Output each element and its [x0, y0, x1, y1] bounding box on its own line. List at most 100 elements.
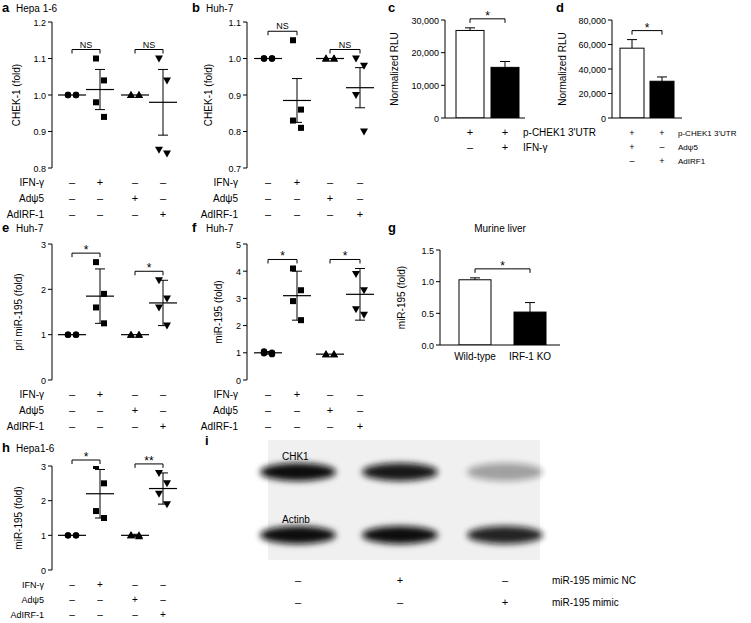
y-tick-label: 1.1	[228, 18, 241, 28]
condition-sign: –	[295, 596, 302, 608]
y-tick-label: 2	[41, 496, 46, 506]
y-tick-label: 0	[236, 376, 241, 386]
data-point	[155, 491, 163, 498]
y-tick-label: 80,000	[578, 16, 606, 26]
band	[362, 463, 438, 481]
y-tick	[48, 334, 52, 335]
band	[260, 526, 336, 544]
plot-area	[459, 278, 546, 345]
condition-sign: –	[629, 156, 634, 166]
y-tick-label: 0	[601, 114, 606, 124]
error-cap	[465, 27, 475, 28]
condition-sign: –	[160, 594, 166, 605]
error-bar	[158, 280, 168, 325]
condition-sign: –	[265, 192, 272, 204]
error-cap	[292, 122, 302, 123]
condition-sign: –	[294, 404, 301, 416]
y-tick	[48, 22, 52, 23]
condition-label: AdIRF-1	[201, 209, 239, 220]
band-label: Actinb	[282, 514, 310, 525]
condition-label: IFN-γ	[523, 142, 547, 153]
condition-label: p-CHEK1 3'UTR	[678, 129, 737, 138]
y-axis-label: CHEK-1 (fold)	[203, 64, 214, 126]
condition-sign: +	[132, 192, 138, 204]
y-axis-label: Normalized RLU	[389, 32, 400, 105]
y-axis-label: CHEK-1 (fold)	[11, 64, 22, 126]
y-tick-label: 0	[434, 114, 439, 124]
data-point	[290, 298, 296, 304]
comparison-bracket	[72, 50, 100, 54]
data-point	[101, 114, 107, 120]
y-tick	[441, 118, 445, 119]
band	[467, 463, 543, 481]
condition-sign: –	[357, 176, 364, 188]
significance-label: *	[500, 259, 505, 273]
condition-sign: –	[97, 208, 104, 220]
data-point	[93, 99, 99, 105]
condition-sign: –	[69, 609, 75, 620]
condition-sign: +	[132, 594, 138, 605]
category-label: IRF-1 KO	[509, 351, 551, 362]
band-label: CHK1	[282, 451, 309, 462]
y-tick	[436, 281, 440, 282]
error-cap	[95, 268, 105, 269]
condition-label: AdIRF-1	[7, 421, 45, 432]
panel-title: Hepa 1-6	[16, 3, 58, 14]
y-tick	[48, 58, 52, 59]
condition-label: IFN-γ	[214, 177, 238, 188]
y-tick	[436, 250, 440, 251]
mean-line	[58, 535, 86, 536]
error-cap	[263, 351, 273, 352]
condition-sign: +	[97, 176, 103, 188]
error-cap	[292, 78, 302, 79]
error-stem	[297, 79, 298, 123]
condition-sign: –	[132, 208, 139, 220]
error-cap	[627, 39, 637, 40]
bar	[491, 67, 519, 118]
y-tick	[48, 466, 52, 467]
error-cap	[525, 302, 535, 303]
y-tick-label: 0.9	[33, 127, 46, 137]
condition-label: Adψ5	[213, 405, 238, 416]
condition-label: AdIRF-1	[7, 209, 45, 220]
error-cap	[500, 61, 510, 62]
y-tick	[48, 168, 52, 169]
error-stem	[163, 280, 164, 325]
error-bar	[95, 69, 105, 109]
panel-letter: i	[205, 433, 209, 448]
condition-sign: –	[265, 176, 272, 188]
error-stem	[100, 69, 101, 109]
panel-title: Huh-7	[16, 223, 44, 234]
error-bar	[657, 77, 667, 81]
panel-title: Huh-7	[206, 223, 234, 234]
condition-sign: –	[97, 404, 104, 416]
condition-sign: +	[397, 574, 403, 586]
y-tick	[608, 69, 612, 70]
condition-sign: +	[467, 126, 473, 138]
y-tick	[608, 118, 612, 119]
data-point	[298, 125, 304, 131]
panel-title: Huh-7	[206, 3, 234, 14]
condition-sign: –	[327, 208, 334, 220]
y-tick-label: 2	[41, 285, 46, 295]
error-cap	[355, 67, 365, 68]
error-bar	[525, 303, 535, 313]
error-cap	[158, 325, 168, 326]
error-cap	[158, 504, 168, 505]
condition-sign: +	[659, 156, 664, 166]
condition-sign: –	[69, 388, 76, 400]
error-bar	[130, 534, 140, 536]
y-tick	[441, 85, 445, 86]
y-tick	[48, 535, 52, 536]
condition-sign: +	[160, 208, 166, 220]
data-point	[163, 77, 171, 84]
y-tick-label: 0.9	[228, 91, 241, 101]
error-stem	[505, 61, 506, 67]
y-tick-label: 20,000	[411, 48, 439, 58]
y-tick-label: 30,000	[411, 16, 439, 26]
error-stem	[297, 271, 298, 320]
condition-sign: –	[69, 192, 76, 204]
y-tick	[48, 570, 52, 571]
condition-sign: –	[160, 176, 167, 188]
condition-sign: –	[97, 594, 103, 605]
